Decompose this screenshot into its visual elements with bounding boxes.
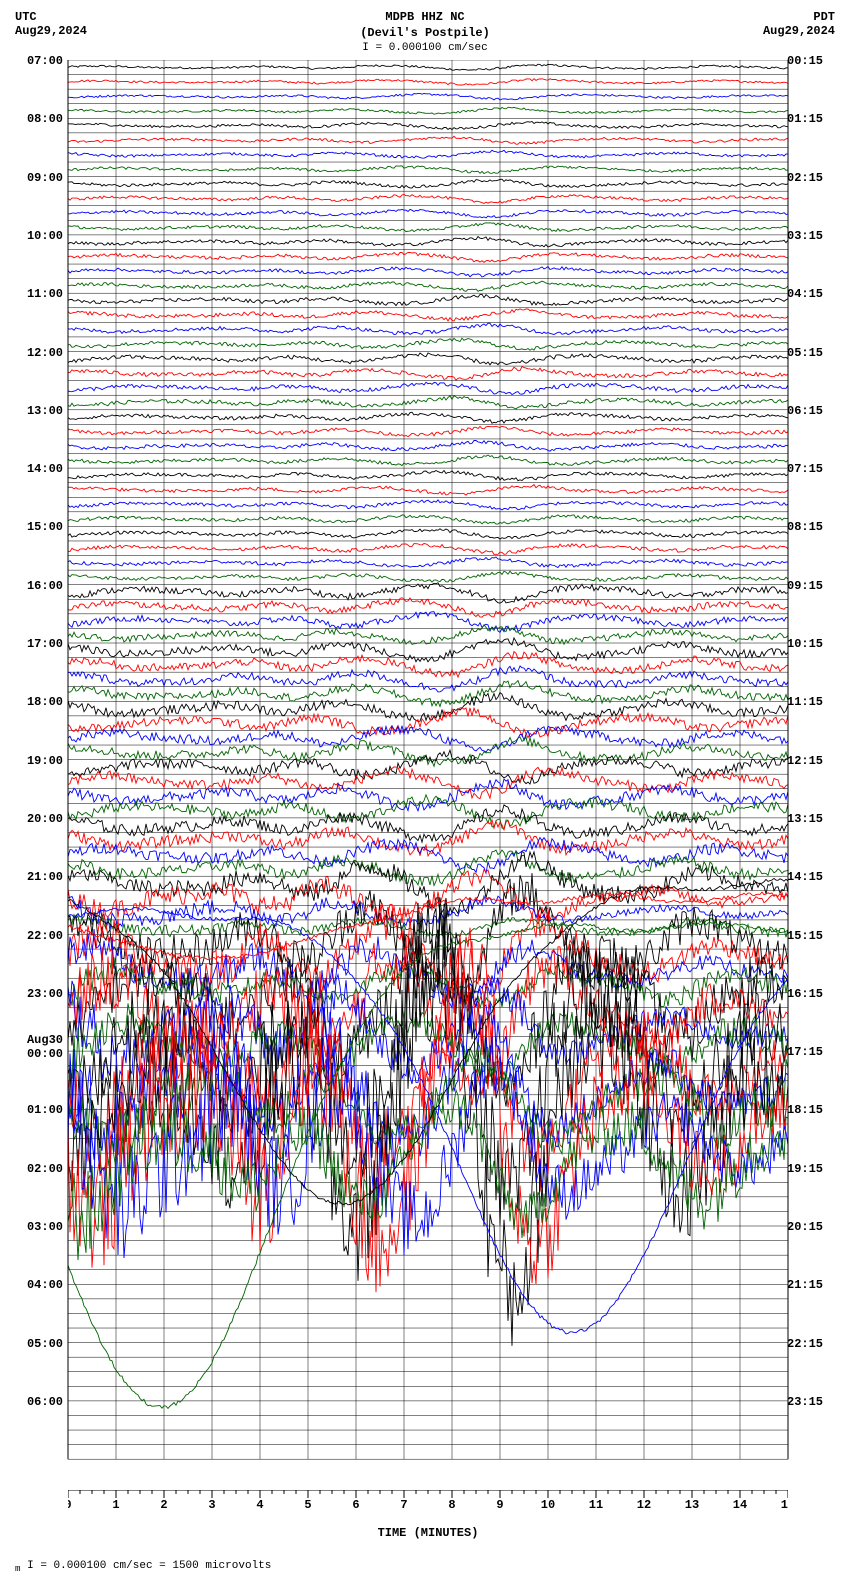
pdt-hour-label: 19:15 bbox=[787, 1162, 823, 1176]
utc-hour-label: 20:00 bbox=[27, 812, 63, 826]
pdt-hour-label: 11:15 bbox=[787, 695, 823, 709]
svg-text:5: 5 bbox=[304, 1498, 311, 1508]
pdt-hour-label: 15:15 bbox=[787, 929, 823, 943]
pdt-hour-label: 09:15 bbox=[787, 579, 823, 593]
pdt-hour-label: 10:15 bbox=[787, 637, 823, 651]
svg-text:13: 13 bbox=[685, 1498, 699, 1508]
pdt-hour-label: 14:15 bbox=[787, 870, 823, 884]
pdt-hour-label: 01:15 bbox=[787, 112, 823, 126]
header: UTC Aug29,2024 PDT Aug29,2024 MDPB HHZ N… bbox=[10, 10, 840, 60]
utc-hour-label: 10:00 bbox=[27, 229, 63, 243]
utc-hour-label: 11:00 bbox=[27, 287, 63, 301]
pdt-date: Aug29,2024 bbox=[763, 24, 835, 38]
pdt-hour-label: 18:15 bbox=[787, 1103, 823, 1117]
svg-text:1: 1 bbox=[112, 1498, 119, 1508]
svg-text:15: 15 bbox=[781, 1498, 788, 1508]
utc-hour-label: 04:00 bbox=[27, 1278, 63, 1292]
pdt-hour-label: 02:15 bbox=[787, 171, 823, 185]
utc-hour-label: 07:00 bbox=[27, 54, 63, 68]
x-axis: 0123456789101112131415 TIME (MINUTES) bbox=[68, 1490, 788, 1530]
x-axis-ticks: 0123456789101112131415 bbox=[68, 1490, 788, 1508]
svg-text:6: 6 bbox=[352, 1498, 359, 1508]
pdt-hour-label: 23:15 bbox=[787, 1395, 823, 1409]
pdt-hour-label: 21:15 bbox=[787, 1278, 823, 1292]
utc-hour-label: 16:00 bbox=[27, 579, 63, 593]
pdt-hour-label: 00:15 bbox=[787, 54, 823, 68]
station-subtitle: (Devil's Postpile) bbox=[10, 26, 840, 42]
svg-text:4: 4 bbox=[256, 1498, 263, 1508]
x-axis-label: TIME (MINUTES) bbox=[68, 1508, 788, 1540]
utc-hour-label: 18:00 bbox=[27, 695, 63, 709]
pdt-hour-label: 17:15 bbox=[787, 1045, 823, 1059]
utc-hour-label: 17:00 bbox=[27, 637, 63, 651]
utc-hour-label: 05:00 bbox=[27, 1337, 63, 1351]
pdt-hour-label: 08:15 bbox=[787, 520, 823, 534]
pdt-hour-label: 04:15 bbox=[787, 287, 823, 301]
pdt-hour-label: 07:15 bbox=[787, 462, 823, 476]
utc-hour-label: 12:00 bbox=[27, 346, 63, 360]
svg-text:12: 12 bbox=[637, 1498, 651, 1508]
pdt-hour-label: 05:15 bbox=[787, 346, 823, 360]
pdt-hour-label: 16:15 bbox=[787, 987, 823, 1001]
svg-text:8: 8 bbox=[448, 1498, 455, 1508]
svg-text:0: 0 bbox=[68, 1498, 72, 1508]
pdt-hour-label: 03:15 bbox=[787, 229, 823, 243]
utc-hour-label: 21:00 bbox=[27, 870, 63, 884]
utc-hour-label: 06:00 bbox=[27, 1395, 63, 1409]
svg-text:7: 7 bbox=[400, 1498, 407, 1508]
pdt-label: PDT bbox=[813, 10, 835, 24]
utc-hour-label: 09:00 bbox=[27, 171, 63, 185]
utc-hour-label: 03:00 bbox=[27, 1220, 63, 1234]
utc-date: Aug29,2024 bbox=[15, 24, 87, 38]
pdt-hour-label: 12:15 bbox=[787, 754, 823, 768]
svg-text:3: 3 bbox=[208, 1498, 215, 1508]
svg-text:14: 14 bbox=[733, 1498, 747, 1508]
svg-text:10: 10 bbox=[541, 1498, 555, 1508]
pdt-hour-label: 13:15 bbox=[787, 812, 823, 826]
utc-hour-label: 19:00 bbox=[27, 754, 63, 768]
utc-hour-label: Aug3000:00 bbox=[27, 1033, 63, 1061]
station-title: MDPB HHZ NC bbox=[10, 10, 840, 26]
pdt-hour-label: 06:15 bbox=[787, 404, 823, 418]
utc-hour-label: 13:00 bbox=[27, 404, 63, 418]
utc-label: UTC bbox=[15, 10, 37, 24]
plot-svg bbox=[10, 60, 846, 1470]
pdt-hour-label: 22:15 bbox=[787, 1337, 823, 1351]
scale-note: I = 0.000100 cm/sec bbox=[10, 41, 840, 55]
svg-text:9: 9 bbox=[496, 1498, 503, 1508]
utc-hour-label: 14:00 bbox=[27, 462, 63, 476]
svg-text:2: 2 bbox=[160, 1498, 167, 1508]
utc-hour-label: 02:00 bbox=[27, 1162, 63, 1176]
svg-text:11: 11 bbox=[589, 1498, 603, 1508]
utc-hour-label: 01:00 bbox=[27, 1103, 63, 1117]
helicorder-plot: 07:0008:0009:0010:0011:0012:0013:0014:00… bbox=[10, 60, 840, 1490]
utc-hour-label: 22:00 bbox=[27, 929, 63, 943]
utc-hour-label: 15:00 bbox=[27, 520, 63, 534]
pdt-hour-label: 20:15 bbox=[787, 1220, 823, 1234]
utc-hour-label: 08:00 bbox=[27, 112, 63, 126]
utc-hour-label: 23:00 bbox=[27, 987, 63, 1001]
